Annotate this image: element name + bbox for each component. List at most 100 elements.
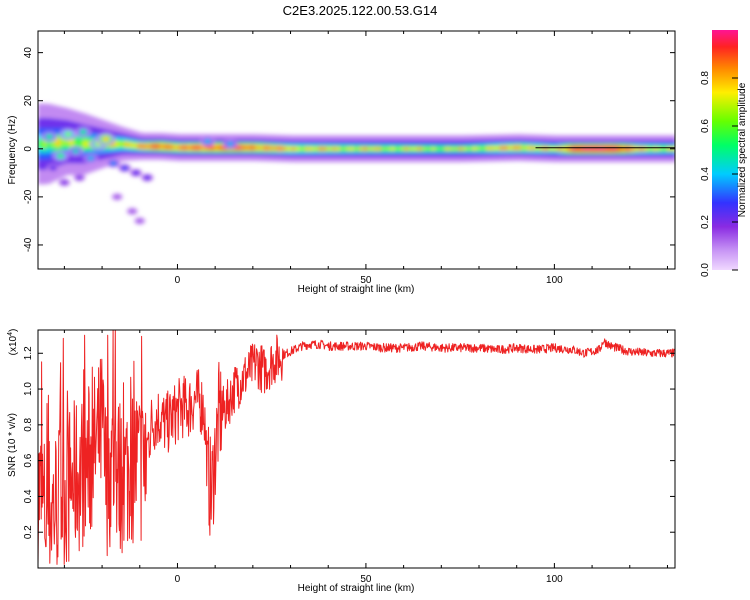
spectrogram-ridge-cell [286, 147, 292, 151]
spectrogram-ridge-cell [64, 138, 70, 146]
spectrogram-ridge-cell [218, 146, 224, 150]
spectrogram-ridge-cell [490, 146, 496, 150]
spectrogram-ridge-cell [395, 147, 401, 151]
spectrogram-ridge-cell [209, 146, 215, 150]
spectrogram-ridge-cell [530, 146, 536, 150]
spectrogram-ridge-cell [571, 147, 577, 151]
x-tick-label: 50 [360, 574, 372, 585]
spectrogram-ridge-cell [594, 147, 600, 151]
spectrogram-ridge-cell [589, 147, 595, 151]
spectrogram-ridge-cell [521, 146, 527, 150]
spectrogram-panel: 0 50 100 -40 -20 0 20 40 Height of straight lin… [7, 30, 676, 295]
spectrogram-ridge-cell [182, 146, 188, 150]
spectrogram-ridge-cell [385, 147, 392, 151]
spectrogram-ridge-cell [336, 147, 342, 151]
spectrogram-ridge-cell [508, 146, 514, 150]
spectrogram-ridge-cell [236, 146, 242, 150]
spectrogram-ridge-cell [413, 147, 419, 151]
spectrogram-ridge-cell [462, 147, 468, 151]
spectrogram-ridge-cell [575, 147, 582, 151]
spectrogram-ridge-cell [580, 147, 586, 151]
spectrogram-ridge-cell [648, 147, 654, 151]
spectrogram-ridge-cell [78, 140, 84, 147]
x-tick-label: 0 [175, 275, 181, 286]
spectrogram-ridge-cell [512, 146, 518, 150]
spectrogram-ridge-cell [38, 139, 43, 149]
snr-multiplier: (x104) [7, 329, 19, 356]
figure-title: C2E3.2025.122.00.53.G14 [283, 3, 438, 18]
spectrogram-ridge-cell [114, 141, 120, 147]
spectrogram-blob [227, 142, 234, 146]
spectrogram-blob [50, 166, 56, 170]
colorbar-tick-label: 0.2 [700, 215, 711, 229]
spectrogram-ridge-cell [503, 146, 509, 150]
spectrogram-ridge-cell [444, 147, 450, 151]
spectrogram-blob [46, 134, 53, 139]
spectrogram-ridge-cell [205, 146, 211, 150]
y-tick-label: 0.6 [23, 453, 34, 467]
snr-panel: 0 50 100 0.2 0.4 0.6 0.8 1.0 1.2 Height of strai… [7, 329, 676, 594]
spectrogram-ridge-cell [164, 145, 170, 149]
spectrogram-ridge-cell [422, 147, 428, 151]
spectrogram-ridge-cell [453, 147, 459, 151]
spectrogram-ridge-cell [363, 147, 369, 151]
spectrogram-ridge-cell [119, 142, 125, 146]
spectrogram-ridge-cell [603, 147, 609, 151]
y-tick-label: -40 [23, 237, 34, 252]
spectrogram-ridge-cell [476, 147, 482, 150]
y-tick-label: 0.2 [23, 525, 34, 539]
spectrogram-ridge-cell [51, 139, 57, 148]
spectrogram-ridge-cell [313, 147, 319, 151]
spectrogram-ridge-cell [630, 147, 636, 151]
y-tick-label: 20 [23, 95, 34, 107]
spectrogram-ridge-cell [381, 147, 387, 151]
spectrogram-ridge-cell [128, 143, 134, 147]
spectrogram-x-axis-label: Height of straight line (km) [298, 284, 415, 295]
spectrogram-ridge-cell [281, 147, 288, 150]
spectrogram-ridge-cell [548, 147, 554, 151]
y-tick-label: 0.4 [23, 489, 34, 503]
spectrogram-ridge-cell [426, 147, 432, 151]
spectrogram-ridge-cell [417, 147, 423, 151]
spectrogram-ridge-cell [132, 143, 138, 148]
colorbar-tick-label: 0.8 [700, 71, 711, 85]
colorbar-tick-label: 0.4 [700, 167, 711, 181]
spectrogram-ridge-cell [661, 147, 668, 151]
y-tick-label: 1.2 [23, 346, 34, 360]
spectrogram-ridge-cell [241, 146, 247, 150]
spectrogram-ridge-cell [399, 147, 405, 151]
spectrogram-ridge-cell [480, 146, 487, 150]
spectrogram-ridge-cell [191, 146, 197, 150]
spectrogram-ridge-cell [404, 147, 410, 151]
spectrogram-ridge-cell [643, 147, 649, 151]
spectrogram-ridge-cell [268, 146, 274, 150]
spectrogram-blob [122, 166, 128, 170]
colorbar-gradient [712, 30, 738, 270]
spectrogram-ridge-cell [150, 144, 156, 148]
spectrogram-ridge-cell [42, 139, 48, 149]
spectrogram-ticks: 0 50 100 -40 -20 0 20 40 [23, 31, 675, 286]
spectrogram-ridge-cell [390, 147, 396, 151]
spectrogram-ridge-cell [196, 146, 202, 150]
colorbar-tick-label: 0.6 [700, 119, 711, 133]
snr-y-axis-label: SNR (10 * v/v) [7, 413, 18, 477]
spectrogram-ridge-cell [494, 146, 500, 150]
spectrogram-blob [72, 149, 79, 154]
snr-frame [37, 329, 676, 569]
spectrogram-ridge-cell [141, 144, 147, 148]
spectrogram-blob [64, 132, 72, 137]
spectrogram-frame [37, 30, 676, 270]
spectrogram-ridge-cell [73, 139, 80, 147]
spectrogram-blob [57, 153, 64, 159]
spectrogram-ridge-cell [584, 147, 591, 151]
spectrogram-marks [38, 103, 675, 225]
spectrogram-blob [87, 156, 94, 161]
spectrogram-blob [80, 129, 87, 135]
spectrogram-ridge-cell [259, 146, 265, 150]
spectrogram-ridge-cell [327, 147, 333, 151]
spectrogram-ridge-cell [467, 147, 473, 151]
spectrogram-blob [110, 161, 117, 166]
spectrogram-ridge-cell [625, 147, 631, 151]
spectrogram-blob [144, 176, 150, 180]
spectrogram-ridge-cell [340, 147, 346, 151]
